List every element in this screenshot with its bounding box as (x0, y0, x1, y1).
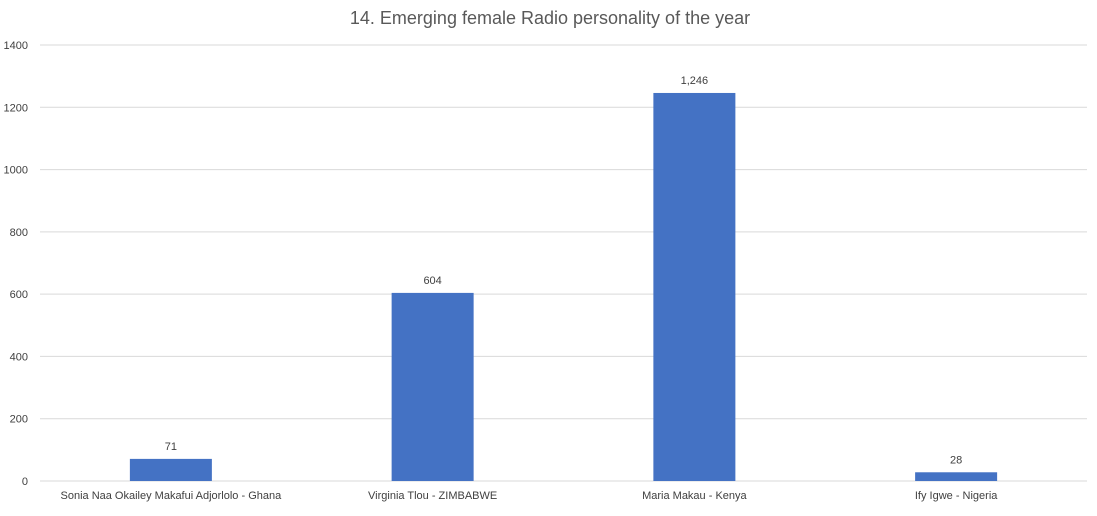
y-tick-label: 1000 (4, 165, 28, 177)
y-tick-label: 400 (10, 351, 28, 363)
x-tick-label: Virginia Tlou - ZIMBABWE (368, 490, 497, 502)
y-tick-label: 200 (10, 414, 28, 426)
bar (653, 92, 736, 482)
x-tick-label: Maria Makau - Kenya (642, 490, 747, 502)
data-label: 28 (950, 454, 962, 466)
y-tick-label: 600 (10, 289, 28, 301)
data-label: 71 (165, 441, 177, 453)
bar (915, 472, 998, 481)
y-tick-label: 800 (10, 227, 28, 239)
bar (391, 292, 474, 481)
y-tick-label: 0 (22, 476, 28, 488)
x-tick-label: Sonia Naa Okailey Makafui Adjorlolo - Gh… (61, 490, 283, 502)
y-tick-label: 1400 (4, 40, 28, 52)
data-label: 1,246 (681, 75, 709, 87)
bar (129, 458, 212, 481)
y-tick-label: 1200 (4, 102, 28, 114)
data-label: 604 (423, 275, 441, 287)
chart-title: 14. Emerging female Radio personality of… (350, 8, 750, 28)
x-tick-label: Ify Igwe - Nigeria (915, 490, 998, 502)
